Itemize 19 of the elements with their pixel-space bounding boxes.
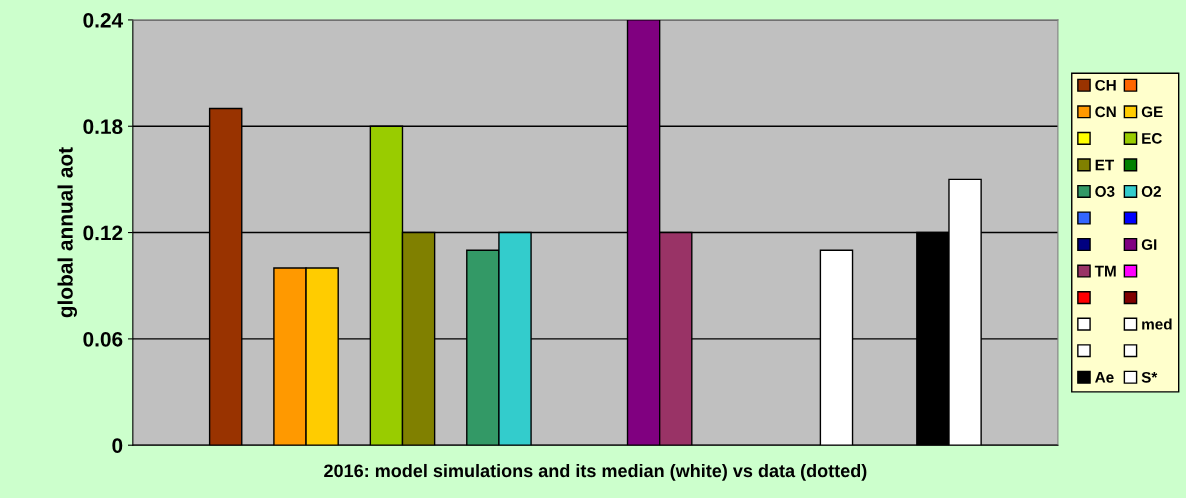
legend-label: ET	[1095, 159, 1115, 171]
y-tick-label: 0.12	[83, 225, 123, 241]
y-tick-label: 0	[112, 438, 123, 453]
legend-label: Ae	[1095, 372, 1114, 383]
legend-label: O3	[1095, 186, 1115, 197]
legend-label: EC	[1142, 132, 1162, 144]
legend-label: O2	[1141, 186, 1161, 197]
legend-label: med	[1142, 318, 1172, 330]
legend-label: GI	[1141, 239, 1157, 250]
x-axis-title: 2016: model simulations and its median (white) vs data (dotted)	[324, 463, 867, 481]
legend-label: CH	[1095, 79, 1116, 91]
legend-label: TM	[1094, 265, 1116, 277]
legend-label: S*	[1141, 371, 1158, 383]
legend-label: CN	[1095, 106, 1116, 118]
y-tick-label: 0.18	[83, 119, 123, 134]
y-axis-title: global annual aot	[57, 147, 78, 318]
y-tick-label: 0.06	[83, 331, 123, 347]
legend-label: GE	[1141, 106, 1163, 118]
y-tick-label: 0.24	[83, 12, 123, 28]
